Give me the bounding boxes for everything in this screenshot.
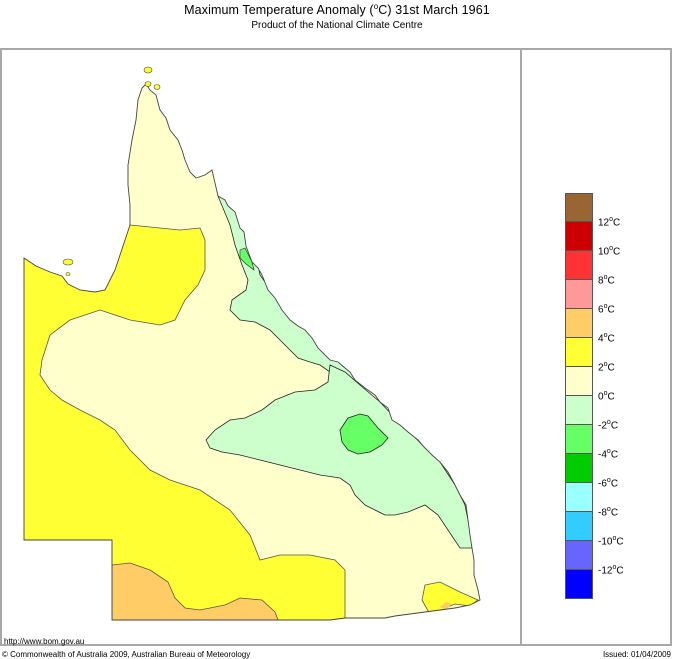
- zone-minus4-to-minus2-central: [339, 413, 389, 455]
- legend-swatch-minus8-minus6: [565, 483, 593, 512]
- legend-swatch-10-12: [565, 222, 593, 251]
- island: [143, 66, 153, 74]
- legend-swatch-2-4: [565, 338, 593, 367]
- legend-label: -8oC: [598, 506, 619, 519]
- legend-swatch-minus10-minus8: [565, 512, 593, 541]
- zone-minus4-to-minus2-north: [239, 247, 255, 271]
- legend-label: 8oC: [598, 274, 615, 287]
- legend-label: -12oC: [598, 564, 624, 577]
- legend-swatch-above-12: [565, 193, 593, 222]
- island: [65, 272, 71, 276]
- map-frame: [0, 48, 672, 646]
- legend-label: -4oC: [598, 448, 619, 461]
- legend-label: 6oC: [598, 303, 615, 316]
- title-suffix: C) 31st March 1961: [378, 3, 490, 18]
- legend-swatch-6-8: [565, 280, 593, 309]
- legend-label: 12oC: [598, 216, 621, 229]
- zone-4-to-6-southeast: [440, 602, 452, 610]
- copyright-notice: © Commonwealth of Australia 2009, Austra…: [2, 650, 251, 659]
- legend-swatch-minus6-minus4: [565, 454, 593, 483]
- map-title: Maximum Temperature Anomaly (oC) 31st Ma…: [0, 2, 674, 17]
- legend-divider: [520, 48, 522, 646]
- legend-swatch-8-10: [565, 251, 593, 280]
- zone-2-to-4-west: [24, 224, 346, 620]
- legend-swatch-minus4-minus2: [565, 425, 593, 454]
- legend-swatch-4-6: [565, 309, 593, 338]
- zone-4-to-6-southwest: [111, 562, 281, 620]
- legend-label: 0oC: [598, 390, 615, 403]
- queensland-coastline: [23, 83, 481, 621]
- legend-label: -6oC: [598, 477, 619, 490]
- title-degree: o: [373, 2, 379, 11]
- color-legend: [565, 193, 593, 599]
- legend-label: 2oC: [598, 361, 615, 374]
- legend-swatch-minus12-minus10: [565, 541, 593, 570]
- legend-label: 4oC: [598, 332, 615, 345]
- legend-swatch-minus2-0: [565, 396, 593, 425]
- queensland-anomaly-map: [23, 66, 481, 621]
- island: [153, 84, 161, 90]
- legend-label: -2oC: [598, 419, 619, 432]
- legend-label: 10oC: [598, 245, 621, 258]
- legend-swatch-below-minus12: [565, 570, 593, 599]
- issued-date: Issued: 01/04/2009: [602, 650, 671, 659]
- title-prefix: Maximum Temperature Anomaly (: [184, 3, 374, 18]
- legend-label: -10oC: [598, 535, 624, 548]
- map-subtitle: Product of the National Climate Centre: [251, 20, 423, 31]
- island-mornington: [62, 258, 74, 266]
- bom-url-link[interactable]: http://www.bom.gov.au: [4, 637, 85, 646]
- island: [144, 81, 152, 87]
- legend-swatch-0-2: [565, 367, 593, 396]
